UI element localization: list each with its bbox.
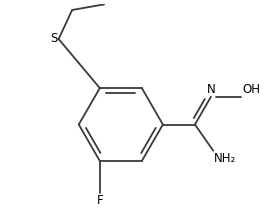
Text: F: F	[96, 194, 103, 207]
Text: OH: OH	[242, 83, 260, 96]
Text: NH₂: NH₂	[214, 152, 237, 165]
Text: N: N	[206, 83, 215, 96]
Text: S: S	[50, 32, 58, 45]
